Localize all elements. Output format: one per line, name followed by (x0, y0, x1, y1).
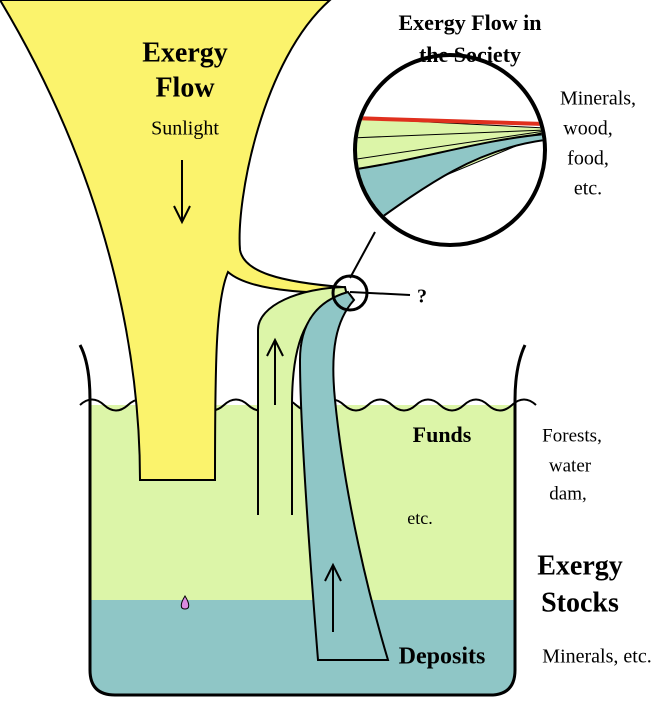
funds-example: dam, (549, 483, 586, 504)
deposits-label: Deposits (399, 644, 486, 670)
funds-example: water (549, 455, 592, 476)
stocks-title: Stocks (541, 587, 619, 618)
funds-more: etc. (407, 508, 432, 528)
funds-label: Funds (413, 422, 472, 447)
title-line: the Society (419, 42, 521, 67)
stocks-title: Exergy (537, 550, 623, 581)
unknown-label: ? (417, 286, 427, 308)
input-label: etc. (574, 178, 602, 200)
deposits-example: Minerals, etc. (542, 646, 651, 668)
input-label: Minerals, (560, 88, 636, 110)
funds-example: Forests, (542, 425, 602, 446)
zoom-line (350, 232, 375, 278)
input-label: wood, (563, 118, 612, 140)
source-label: Sunlight (151, 118, 219, 140)
output-line (350, 292, 410, 295)
input-label: food, (567, 148, 609, 170)
diagram: Exergy Flow in the Society Exergy Flow S… (0, 0, 672, 702)
title-line: Exergy Flow in (399, 10, 542, 35)
flow-title: Exergy (142, 37, 228, 68)
flow-title: Flow (155, 72, 215, 103)
